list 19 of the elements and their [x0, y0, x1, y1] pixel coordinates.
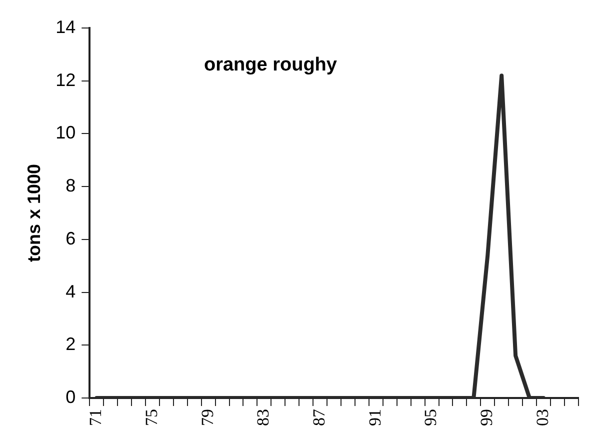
- y-tick-label: 6: [66, 228, 76, 248]
- y-tick-label: 4: [66, 281, 76, 302]
- x-tick-label: 87: [310, 408, 329, 426]
- x-tick-label: 83: [254, 409, 273, 426]
- x-tick-label: 71: [86, 409, 106, 426]
- y-tick-label: 14: [56, 16, 76, 37]
- x-tick-label: 95: [421, 409, 440, 426]
- y-tick-label: 8: [66, 176, 76, 196]
- y-axis-title: tons x 1000: [24, 164, 44, 262]
- y-tick-label: 10: [56, 122, 76, 143]
- x-tick-label: 79: [198, 409, 217, 426]
- x-tick-label: 75: [142, 409, 161, 426]
- y-tick-label: 2: [66, 334, 76, 354]
- x-tick-label: 03: [532, 409, 552, 426]
- x-tick-label: 91: [365, 409, 384, 426]
- x-tick-label: 99: [477, 409, 496, 426]
- text: orange roughy: [204, 54, 338, 76]
- y-tick-label: 0: [66, 386, 76, 407]
- y-tick-label: 12: [56, 70, 76, 90]
